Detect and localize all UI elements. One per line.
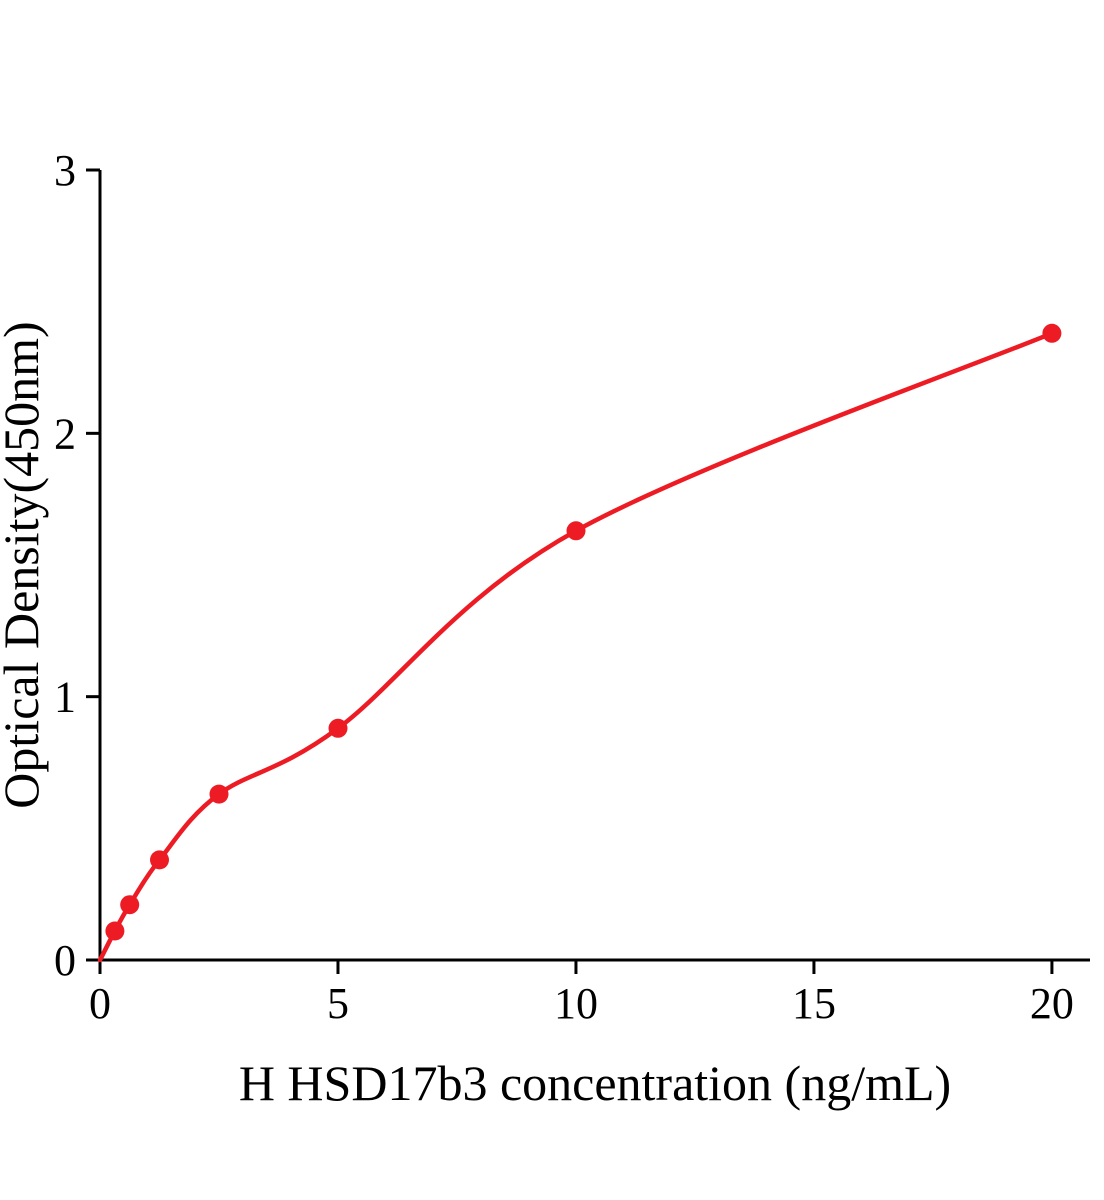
x-tick-label: 10 (554, 979, 598, 1028)
data-point (328, 718, 348, 738)
y-tick-label: 0 (54, 936, 76, 985)
x-tick-label: 15 (792, 979, 836, 1028)
x-tick-label: 5 (327, 979, 349, 1028)
data-point (150, 850, 169, 870)
x-tick-label: 0 (89, 979, 111, 1028)
fit-curve (97, 331, 1055, 963)
x-tick-label: 20 (1030, 979, 1074, 1028)
data-point (105, 921, 125, 941)
data-point (209, 784, 229, 804)
data-point (1042, 323, 1062, 343)
data-point (120, 895, 140, 915)
y-tick-label: 2 (54, 409, 76, 458)
y-axis-title: Optical Density(450nm) (0, 321, 49, 808)
x-axis-title: H HSD17b3 concentration (ng/mL) (239, 1055, 951, 1111)
y-tick-label: 3 (54, 146, 76, 195)
data-point (566, 521, 586, 541)
y-tick-label: 1 (54, 673, 76, 722)
